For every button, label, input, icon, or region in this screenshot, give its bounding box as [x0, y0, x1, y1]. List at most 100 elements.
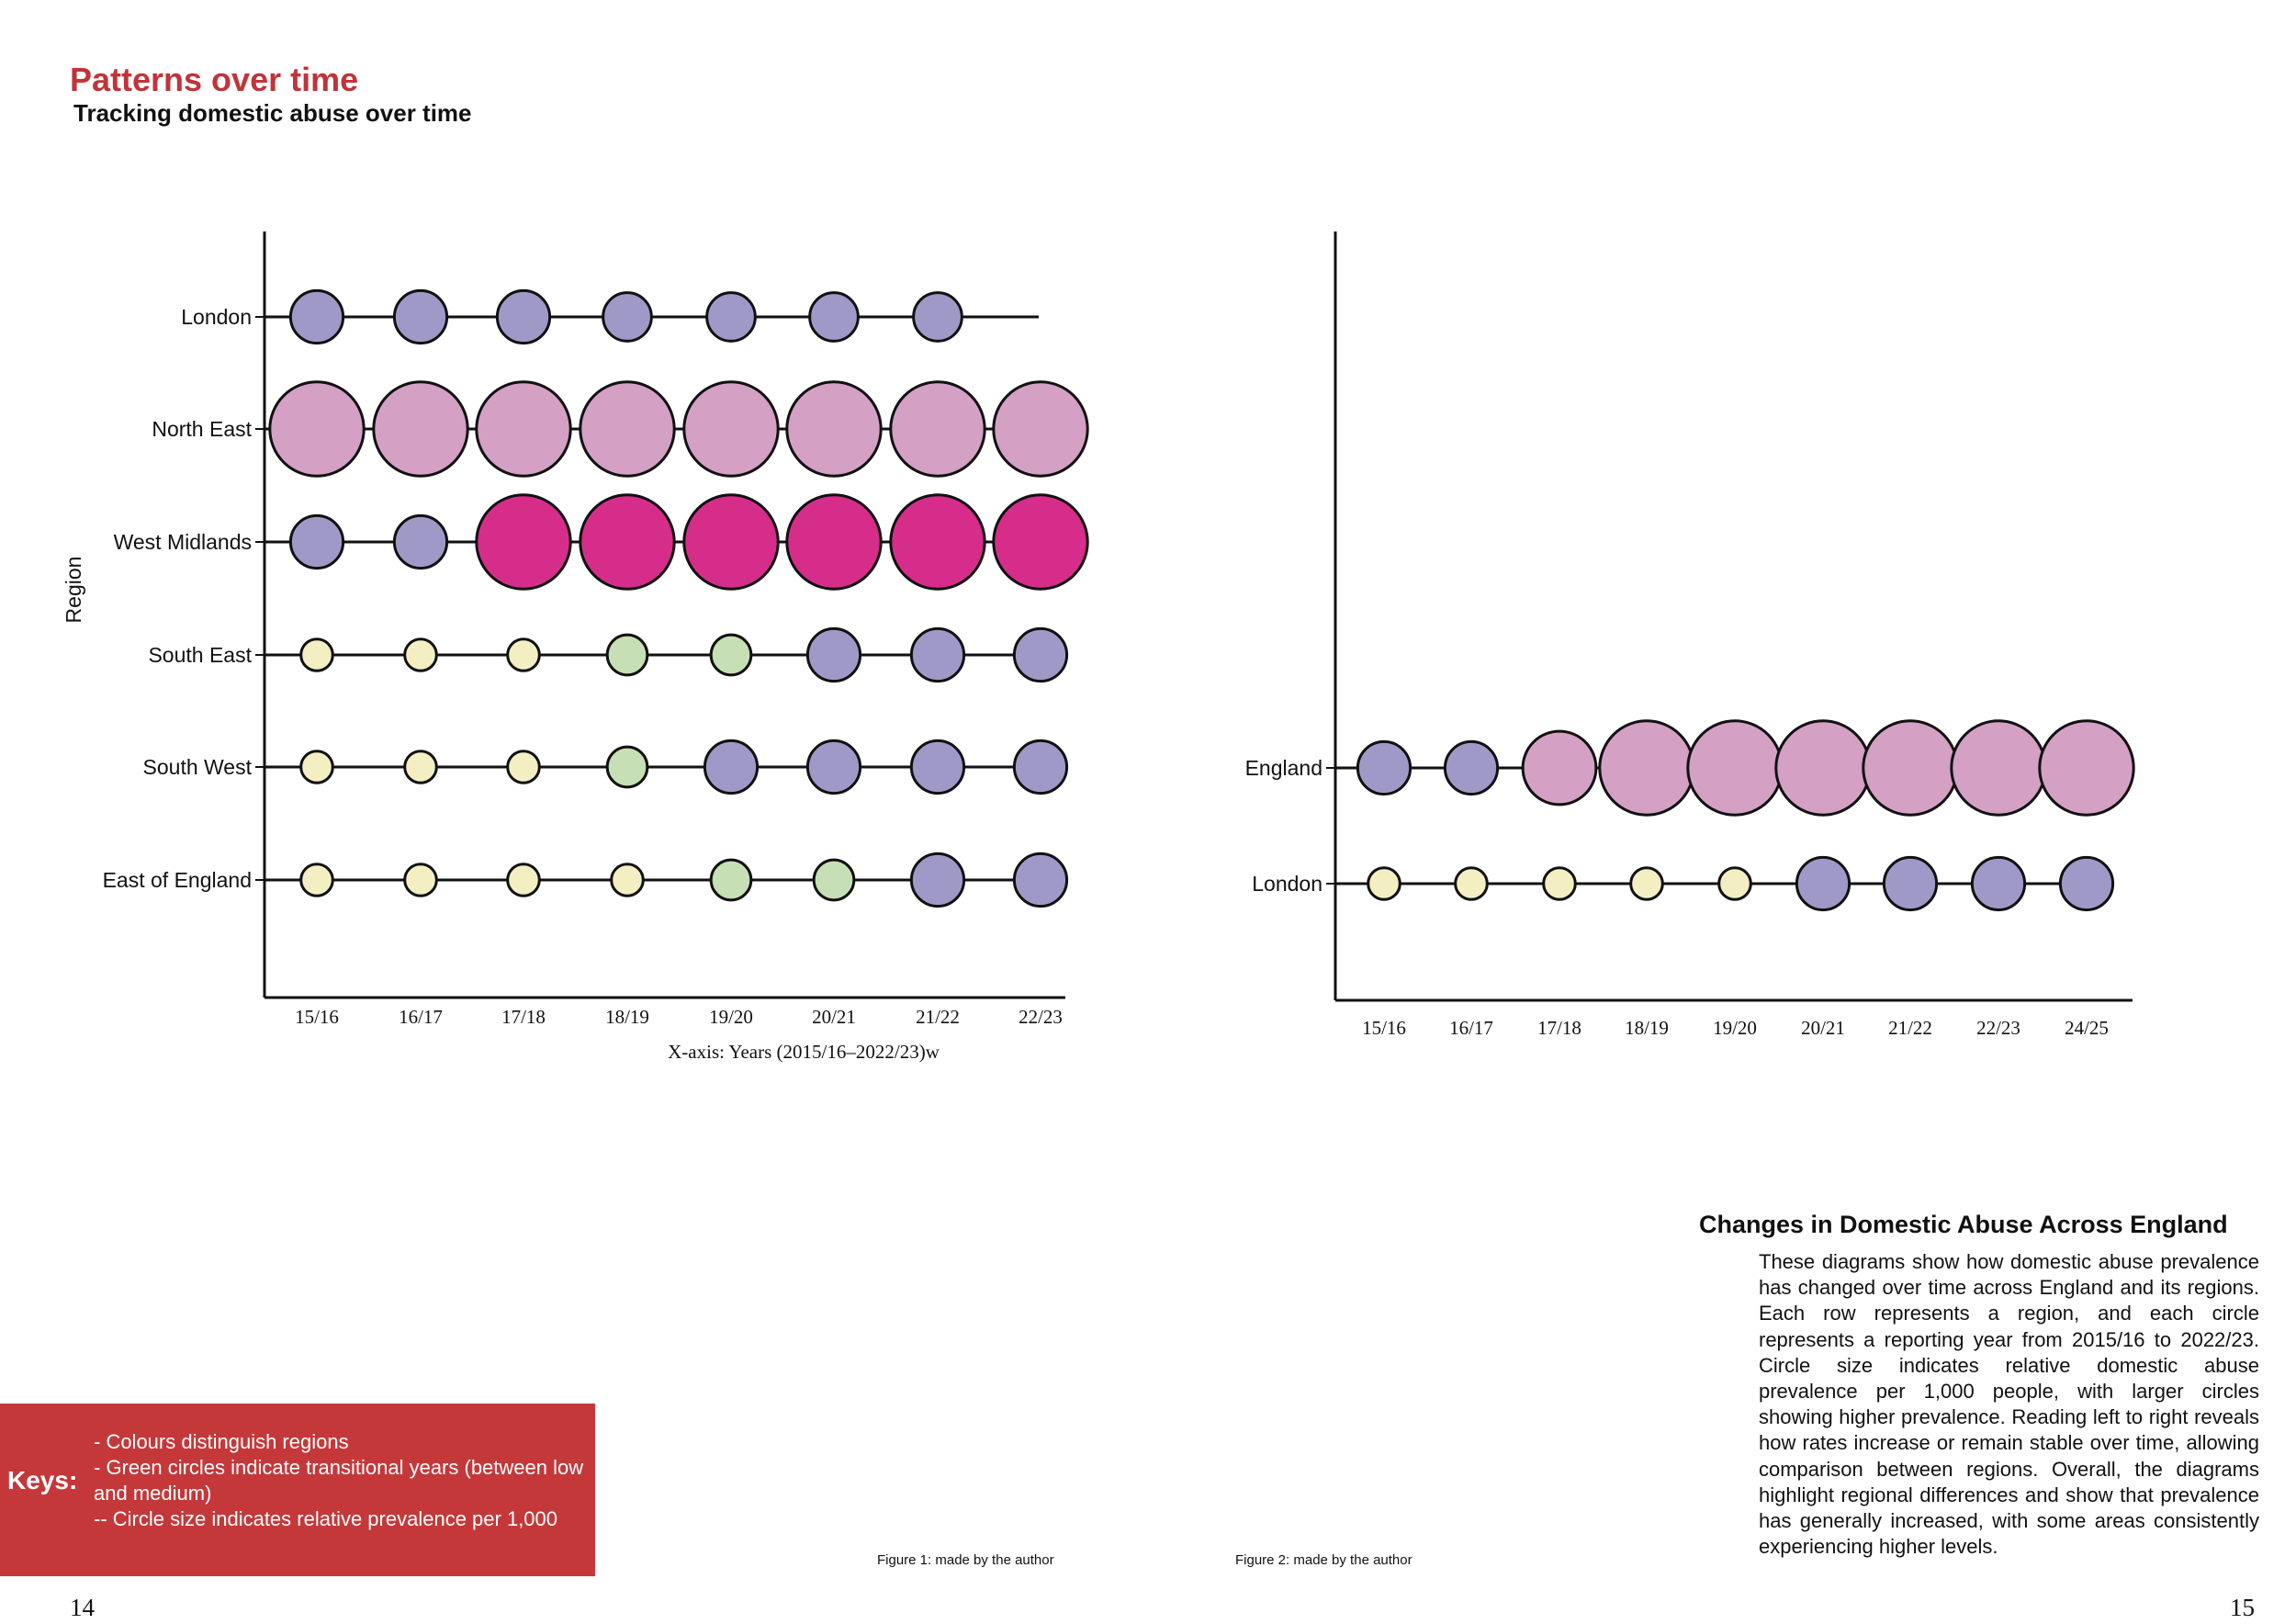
bubble-east-of-england-18-19 — [610, 863, 645, 897]
x-tick-label-20-21: 20/21 — [1801, 1017, 1845, 1039]
bubble-west-midlands-20-21 — [785, 493, 883, 591]
bubble-london-19-20 — [1717, 866, 1752, 901]
bubble-england-20-21 — [1774, 719, 1872, 817]
x-tick-label-21-22: 21/22 — [1888, 1017, 1932, 1039]
bubble-england-16-17 — [1443, 739, 1500, 796]
figure-1-bubble-chart: 15/16 16/17 17/18 18/19 19/20 20/21 21/22 22/23… — [62, 231, 1089, 1063]
figure-2-bubble-chart: 15/16 16/17 17/18 18/19 19/20 20/21 21/22 22/23… — [1245, 231, 2135, 1039]
page-number-left: 14 — [70, 1594, 95, 1621]
bubble-london-21-22 — [912, 291, 963, 343]
bubble-north-east-17-18 — [475, 380, 572, 478]
sidebar-heading: Changes in Domestic Abuse Across England — [1699, 1211, 2228, 1238]
bubble-london-19-20 — [705, 291, 757, 343]
bubble-south-west-15-16 — [299, 750, 334, 784]
bubble-london-22-23 — [1970, 855, 2027, 912]
bubble-north-east-19-20 — [682, 380, 780, 478]
bubble-east-of-england-22-23 — [1012, 851, 1069, 908]
bubble-south-east-18-19 — [605, 633, 649, 677]
page-number-right: 15 — [2230, 1594, 2255, 1621]
bubble-england-19-20 — [1686, 719, 1784, 817]
bubble-england-17-18 — [1521, 729, 1598, 806]
bubble-london-16-17 — [1454, 866, 1489, 901]
bubble-north-east-21-22 — [889, 380, 986, 478]
x-tick-label-17-18: 17/18 — [501, 1006, 546, 1028]
row-label-london: London — [1252, 872, 1322, 896]
bubble-north-east-20-21 — [785, 380, 883, 478]
bubble-london-15-16 — [1367, 866, 1401, 901]
bubble-south-west-16-17 — [403, 750, 438, 784]
x-tick-label-24-25: 24/25 — [2065, 1017, 2109, 1039]
bubble-england-24-25 — [2038, 719, 2135, 817]
bubble-east-of-england-21-22 — [909, 851, 966, 908]
bubble-east-of-england-15-16 — [299, 863, 334, 897]
bubble-south-east-21-22 — [909, 626, 966, 683]
x-tick-label-18-19: 18/19 — [1625, 1017, 1669, 1039]
row-label-east-of-england: East of England — [103, 868, 252, 892]
bubble-england-18-19 — [1598, 719, 1695, 817]
figure-2-caption: Figure 2: made by the author — [1235, 1552, 1412, 1568]
bubble-east-of-england-17-18 — [506, 863, 541, 897]
bubble-england-22-23 — [1950, 719, 2047, 817]
row-label-west-midlands: West Midlands — [114, 530, 252, 554]
bubble-west-midlands-15-16 — [288, 513, 345, 570]
bubble-england-21-22 — [1862, 719, 1959, 817]
x-axis-title: X-axis: Years (2015/16–2022/23)w — [668, 1041, 940, 1063]
row-label-england: England — [1245, 756, 1322, 780]
bubble-south-west-18-19 — [605, 745, 649, 789]
y-axis-title: Region — [62, 557, 85, 624]
bubble-london-24-25 — [2058, 855, 2115, 912]
x-tick-label-21-22: 21/22 — [916, 1006, 960, 1028]
bubble-north-east-22-23 — [992, 380, 1089, 478]
bubble-london-20-21 — [808, 291, 860, 343]
bubble-west-midlands-22-23 — [992, 493, 1089, 591]
page-subtitle: Tracking domestic abuse over time — [73, 99, 472, 127]
figure-1-caption: Figure 1: made by the author — [877, 1552, 1054, 1568]
bubble-south-east-20-21 — [805, 626, 862, 683]
x-tick-label-15-16: 15/16 — [295, 1006, 339, 1028]
bubble-london-21-22 — [1882, 855, 1939, 912]
page-title: Patterns over time — [70, 61, 359, 98]
bubble-london-18-19 — [1629, 866, 1664, 901]
bubble-west-midlands-19-20 — [682, 493, 780, 591]
x-tick-label-18-19: 18/19 — [605, 1006, 649, 1028]
x-tick-label-16-17: 16/17 — [399, 1006, 443, 1028]
keys-list: - Colours distinguish regions - Green ci… — [94, 1429, 590, 1532]
bubble-west-midlands-16-17 — [392, 513, 449, 570]
sidebar-body: These diagrams show how domestic abuse p… — [1759, 1250, 2259, 1559]
bubble-london-20-21 — [1795, 855, 1851, 912]
key-item-colours: - Colours distinguish regions — [94, 1430, 349, 1453]
bubble-south-west-17-18 — [506, 750, 541, 784]
bubble-south-west-20-21 — [805, 739, 862, 795]
bubble-south-west-22-23 — [1012, 739, 1069, 795]
bubble-south-west-21-22 — [909, 739, 966, 795]
bubble-east-of-england-16-17 — [403, 863, 438, 897]
bubble-south-east-22-23 — [1012, 626, 1069, 683]
bubble-north-east-18-19 — [579, 380, 676, 478]
bubble-london-16-17 — [392, 288, 449, 345]
bubble-north-east-15-16 — [268, 380, 366, 478]
bubble-west-midlands-17-18 — [475, 493, 572, 591]
x-tick-label-19-20: 19/20 — [709, 1006, 753, 1028]
bubble-north-east-16-17 — [372, 380, 469, 478]
bubble-south-east-17-18 — [506, 637, 541, 672]
x-tick-label-22-23: 22/23 — [1019, 1006, 1063, 1028]
keys-title: Keys: — [7, 1466, 78, 1494]
bubble-east-of-england-19-20 — [709, 858, 753, 902]
x-tick-label-20-21: 20/21 — [812, 1006, 856, 1028]
bubble-london-17-18 — [495, 288, 552, 345]
row-label-north-east: North East — [152, 417, 252, 441]
bubble-south-west-19-20 — [703, 739, 760, 795]
x-tick-label-15-16: 15/16 — [1362, 1017, 1406, 1039]
row-label-south-east: South East — [148, 643, 252, 667]
bubble-london-18-19 — [602, 291, 653, 343]
bubble-london-15-16 — [288, 288, 345, 345]
bubble-west-midlands-21-22 — [889, 493, 986, 591]
keys-panel: Keys: - Colours distinguish regions - Gr… — [0, 1404, 595, 1576]
x-tick-label-17-18: 17/18 — [1537, 1017, 1581, 1039]
key-item-green: - Green circles indicate transitional ye… — [94, 1456, 584, 1505]
bubble-east-of-england-20-21 — [812, 858, 856, 902]
bubble-south-east-16-17 — [403, 637, 438, 672]
bubble-south-east-19-20 — [709, 633, 753, 677]
bubble-south-east-15-16 — [299, 637, 334, 672]
row-label-london: London — [181, 305, 252, 329]
